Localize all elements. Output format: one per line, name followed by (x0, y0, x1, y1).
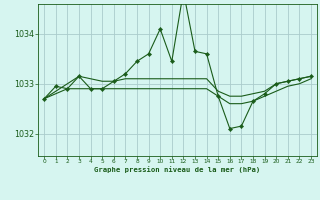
X-axis label: Graphe pression niveau de la mer (hPa): Graphe pression niveau de la mer (hPa) (94, 167, 261, 173)
